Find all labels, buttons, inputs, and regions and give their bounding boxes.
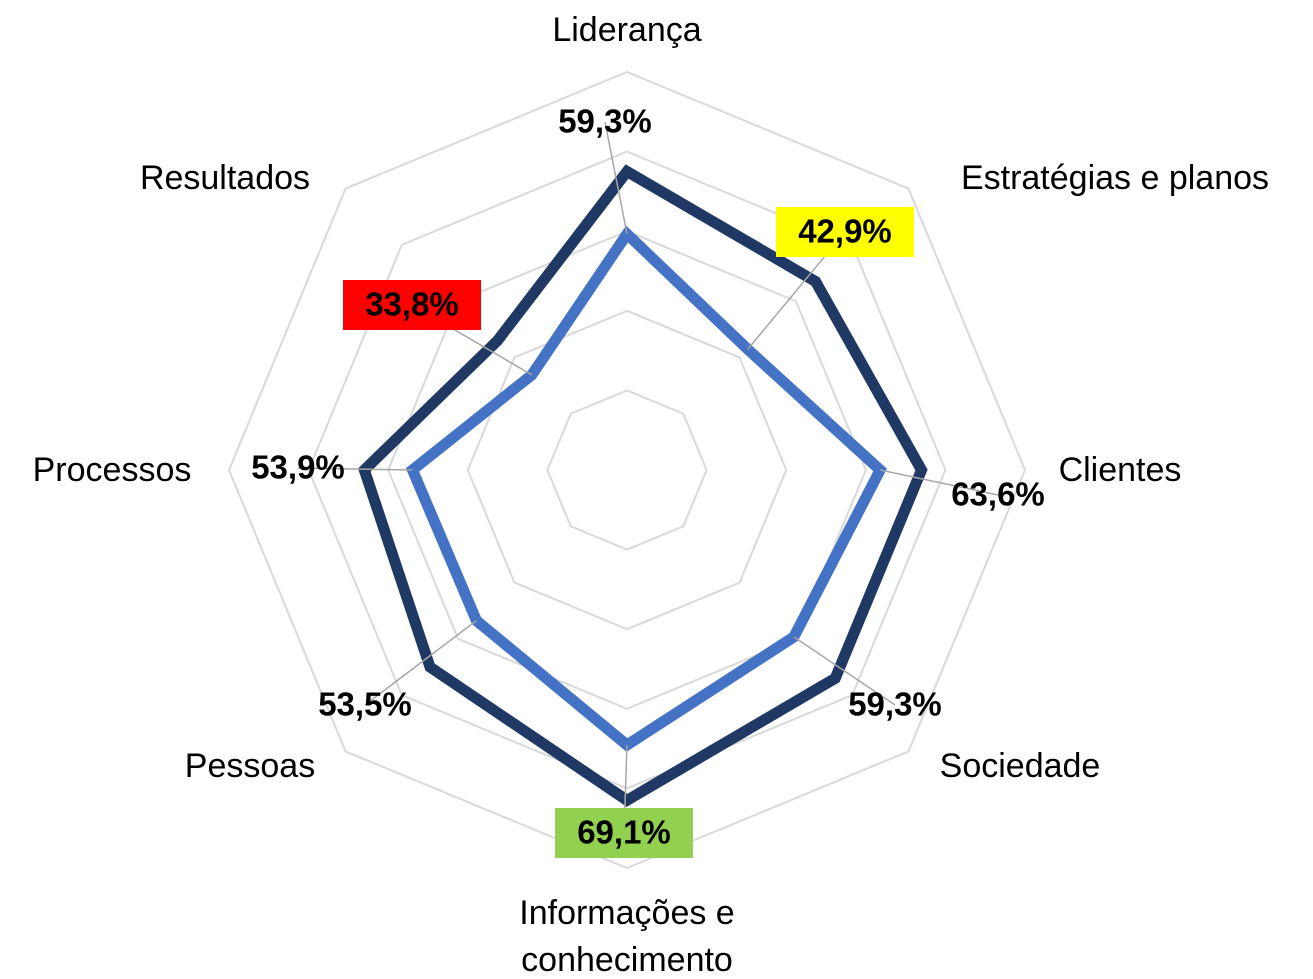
value-label: 63,6% [951,476,1045,513]
leader-line [793,636,896,706]
value-label: 69,1% [577,814,671,851]
grid-ring [466,309,788,631]
value-label-bg [343,280,481,330]
category-label: Informações e conhecimento [519,894,734,979]
value-label: 33,8% [365,286,459,323]
grid-ring [227,70,1027,870]
value-label: 59,3% [558,103,652,140]
category-label: Resultados [140,159,310,197]
leader-line [297,467,413,471]
series-line [358,164,928,807]
value-label: 59,3% [848,686,942,723]
value-label-bg [776,207,914,257]
category-label: Liderança [552,11,701,49]
grid-ring [387,230,867,710]
category-label: Pessoas [185,747,315,785]
leader-line [604,121,628,235]
category-label: Clientes [1059,451,1182,489]
leader-line [879,469,999,496]
value-label: 53,9% [251,449,345,486]
value-label: 42,9% [798,213,892,250]
category-label: Processos [33,451,192,489]
value-label: 53,5% [318,686,412,723]
category-label: Estratégias e planos [961,159,1269,197]
leader-line [364,619,477,706]
category-label: Sociedade [940,747,1101,785]
category-label-line: conhecimento [521,941,733,979]
series-line [405,225,887,752]
value-label-bg [555,808,693,858]
grid-ring [546,389,708,551]
category-label-line: Informações e [519,894,734,932]
